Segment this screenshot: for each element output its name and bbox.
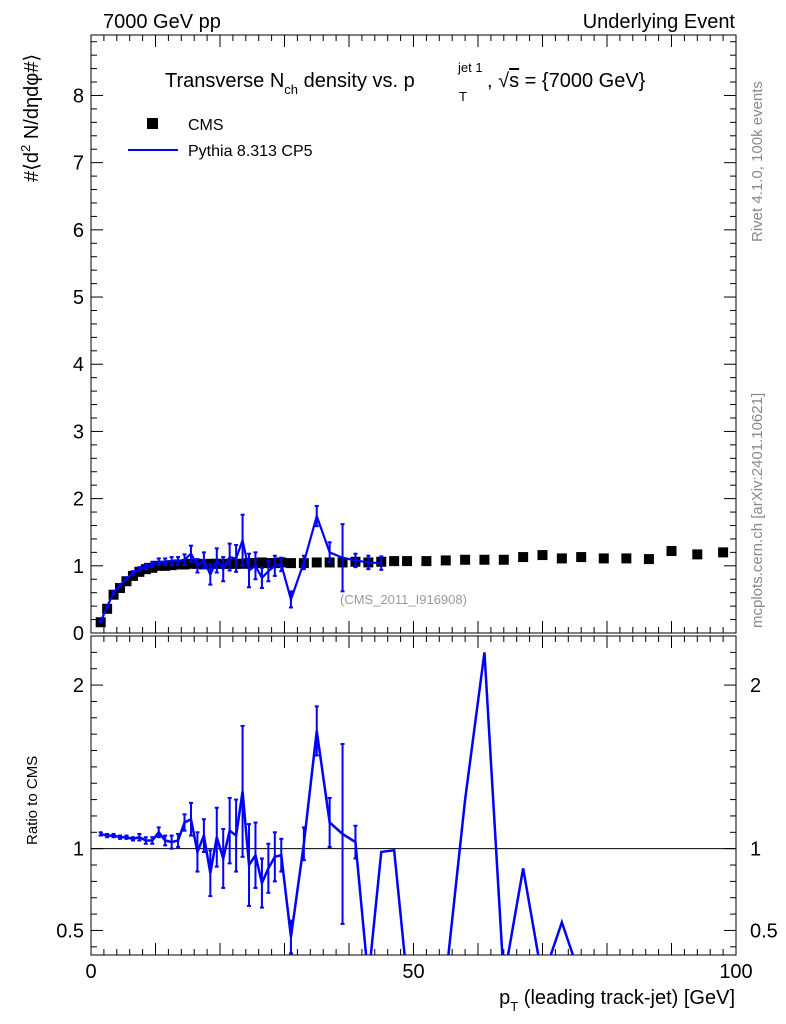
chart-title-subscript: T bbox=[459, 89, 467, 104]
x-axis-label: pT (leading track-jet) [GeV] bbox=[499, 987, 735, 1014]
ratio-y-tick-label-right: 0.5 bbox=[750, 920, 778, 942]
cms-data-point bbox=[421, 556, 432, 567]
cms-data-point bbox=[285, 558, 296, 569]
cms-data-point bbox=[256, 557, 267, 568]
ratio-y-tick-label-right: 1 bbox=[750, 839, 761, 861]
cms-data-point bbox=[498, 554, 509, 565]
ratio-pythia-line bbox=[100, 652, 575, 955]
cms-data-point bbox=[115, 582, 126, 593]
y-tick-label: 5 bbox=[73, 287, 84, 309]
x-axis-tick-labels: 0 50 100 bbox=[85, 961, 752, 983]
y-tick-label: 2 bbox=[73, 489, 84, 511]
y-tick-label: 3 bbox=[73, 421, 84, 443]
y-tick-label: 6 bbox=[73, 220, 84, 242]
ratio-y-axis-label: Ratio to CMS bbox=[24, 756, 41, 845]
y-tick-label: 4 bbox=[73, 354, 84, 376]
y-tick-label: 8 bbox=[73, 85, 84, 107]
cms-data-point bbox=[598, 553, 609, 564]
cms-data-point bbox=[643, 554, 654, 565]
cms-data-point bbox=[311, 557, 322, 568]
ratio-pythia-curve bbox=[98, 652, 575, 955]
legend-pythia-label: Pythia 8.313 CP5 bbox=[188, 143, 313, 160]
cms-data-point bbox=[692, 549, 703, 560]
cms-data-point bbox=[666, 546, 677, 557]
x-tick-label: 0 bbox=[85, 961, 96, 983]
main-axis-ticks bbox=[90, 35, 737, 634]
ratio-y-tick-label: 2 bbox=[73, 675, 84, 697]
ratio-y-tick-label-right: 2 bbox=[750, 675, 761, 697]
cms-data-point bbox=[556, 553, 567, 564]
cms-data-point bbox=[389, 556, 400, 567]
mcplots-url-label: mcplots.cern.ch [arXiv:2401.10621] bbox=[749, 393, 766, 628]
legend-cms-label: CMS bbox=[188, 117, 224, 134]
chart-title-energy: , √s = {7000 GeV} bbox=[487, 70, 646, 92]
header-process-label: 7000 GeV pp bbox=[103, 11, 221, 33]
ratio-y-tick-label: 0.5 bbox=[56, 920, 84, 942]
x-tick-label: 50 bbox=[402, 961, 424, 983]
y-tick-label: 0 bbox=[73, 623, 84, 645]
main-y-axis-label: #⟨d2 N/dηdφ#⟩ bbox=[18, 54, 43, 182]
y-tick-label: 1 bbox=[73, 556, 84, 578]
cms-data-point bbox=[460, 554, 471, 565]
ratio-axis-tick-labels: 0.5 0.5 1 1 2 2 bbox=[56, 675, 778, 942]
cms-data-point bbox=[518, 552, 529, 563]
cms-data-point bbox=[185, 558, 196, 569]
cms-data-point bbox=[440, 555, 451, 566]
x-tick-label: 100 bbox=[719, 961, 752, 983]
chart-title-superscript: jet 1 bbox=[457, 60, 483, 75]
chart-title: Transverse Nch density vs. p bbox=[165, 70, 415, 97]
ratio-axis-ticks bbox=[90, 636, 737, 955]
cms-data-point bbox=[479, 554, 490, 565]
cms-data-point bbox=[621, 553, 632, 564]
header-analysis-label: Underlying Event bbox=[583, 11, 736, 33]
y-tick-label: 7 bbox=[73, 153, 84, 175]
rivet-version-label: Rivet 4.1.0, 100k events bbox=[749, 81, 766, 242]
cms-data-point bbox=[402, 556, 413, 567]
cms-data-point bbox=[121, 576, 132, 587]
analysis-id-label: (CMS_2011_I916908) bbox=[340, 592, 467, 607]
pythia-curve bbox=[98, 505, 384, 624]
ratio-y-tick-label: 1 bbox=[73, 839, 84, 861]
legend-cms-marker bbox=[147, 118, 158, 129]
ratio-panel-frame bbox=[90, 635, 737, 956]
main-panel: 0 1 2 3 4 5 6 7 8 Transverse Nch density vs. p j… bbox=[18, 34, 737, 645]
cms-data-point bbox=[537, 550, 548, 561]
ratio-panel: 0.5 0.5 1 1 2 2 Ratio to CMS bbox=[24, 635, 778, 956]
cms-data-point bbox=[576, 552, 587, 563]
main-axis-tick-labels: 0 1 2 3 4 5 6 7 8 bbox=[73, 85, 84, 645]
cms-data-point bbox=[718, 547, 729, 558]
